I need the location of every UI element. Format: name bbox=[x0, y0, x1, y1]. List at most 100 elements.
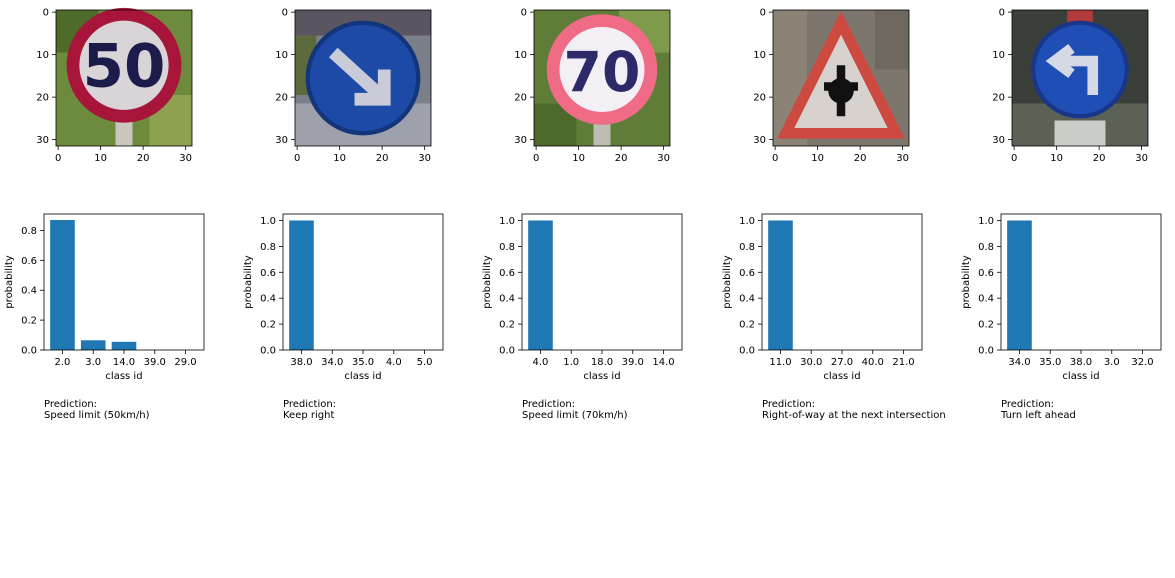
x-tick-label: 4.0 bbox=[533, 357, 549, 368]
y-tick-label: 10 bbox=[992, 50, 1005, 61]
bar bbox=[1007, 220, 1032, 350]
y-tick-label: 20 bbox=[753, 93, 766, 104]
y-tick-label: 0 bbox=[43, 8, 49, 19]
x-tick-label: 10 bbox=[811, 153, 824, 164]
x-tick-label: 14.0 bbox=[113, 357, 135, 368]
y-axis-label: probability bbox=[243, 255, 254, 308]
bar bbox=[111, 341, 137, 350]
turn-left-ahead-sign bbox=[1012, 10, 1148, 146]
x-tick-label: 40.0 bbox=[862, 357, 884, 368]
y-tick-label: 1.0 bbox=[739, 216, 755, 227]
bar bbox=[528, 220, 553, 350]
x-tick-label: 35.0 bbox=[352, 357, 374, 368]
y-tick-label: 0.6 bbox=[21, 256, 37, 267]
y-axis-label: probability bbox=[961, 255, 972, 308]
x-tick-label: 0 bbox=[1011, 153, 1017, 164]
x-tick-label: 27.0 bbox=[831, 357, 853, 368]
x-tick-label: 30.0 bbox=[800, 357, 822, 368]
y-tick-label: 1.0 bbox=[499, 216, 515, 227]
y-axis-label: probability bbox=[482, 255, 493, 308]
x-tick-label: 18.0 bbox=[591, 357, 613, 368]
y-tick-label: 0.4 bbox=[739, 294, 755, 305]
y-tick-label: 10 bbox=[753, 50, 766, 61]
x-tick-label: 14.0 bbox=[652, 357, 674, 368]
x-axis-label: class id bbox=[823, 371, 860, 382]
y-tick-label: 20 bbox=[992, 93, 1005, 104]
x-tick-label: 34.0 bbox=[1008, 357, 1030, 368]
image-frame bbox=[55, 9, 193, 147]
x-axis-label: class id bbox=[1062, 371, 1099, 382]
sign-glyph: 70 bbox=[564, 41, 641, 105]
y-tick-label: 1.0 bbox=[978, 216, 994, 227]
y-tick-label: 0.2 bbox=[739, 320, 755, 331]
sign-disc bbox=[66, 7, 182, 123]
prediction-text: Speed limit (70km/h) bbox=[522, 410, 628, 421]
x-tick-label: 0 bbox=[294, 153, 300, 164]
x-tick-label: 30 bbox=[657, 153, 670, 164]
sign-disc bbox=[1031, 20, 1129, 119]
y-tick-label: 30 bbox=[36, 135, 49, 146]
x-tick-label: 30 bbox=[179, 153, 192, 164]
x-tick-label: 38.0 bbox=[1070, 357, 1092, 368]
y-tick-label: 30 bbox=[753, 135, 766, 146]
bar bbox=[289, 220, 314, 350]
x-tick-label: 10 bbox=[1050, 153, 1063, 164]
y-tick-label: 0.2 bbox=[499, 320, 515, 331]
x-tick-label: 2.0 bbox=[55, 357, 71, 368]
speed-limit-50-sign: 50 bbox=[56, 7, 192, 146]
x-tick-label: 0 bbox=[55, 153, 61, 164]
sign-arrow bbox=[354, 69, 391, 106]
bar bbox=[50, 219, 75, 350]
sign-disc bbox=[828, 78, 854, 104]
x-tick-label: 11.0 bbox=[769, 357, 791, 368]
y-tick-label: 10 bbox=[514, 50, 527, 61]
image-patch bbox=[875, 10, 909, 70]
x-tick-label: 30 bbox=[896, 153, 909, 164]
y-tick-label: 0.4 bbox=[21, 286, 37, 297]
x-tick-label: 5.0 bbox=[417, 357, 433, 368]
y-tick-label: 0.2 bbox=[978, 320, 994, 331]
image-patch bbox=[1067, 10, 1093, 23]
keep-right-sign bbox=[295, 10, 431, 146]
y-tick-label: 0.0 bbox=[739, 346, 755, 357]
y-tick-label: 20 bbox=[36, 93, 49, 104]
y-tick-label: 0.4 bbox=[978, 294, 994, 305]
y-axis-label: probability bbox=[722, 255, 733, 308]
x-tick-label: 35.0 bbox=[1039, 357, 1061, 368]
image-panel-5: 0 0 10 10 20 20 30 30 bbox=[992, 8, 1149, 164]
y-tick-label: 0.8 bbox=[739, 242, 755, 253]
bar-chart-1: 2.0 3.0 14.0 39.0 29.0 0.0 0.2 0.4 0.6 0.8 class i… bbox=[4, 213, 205, 382]
x-tick-label: 10 bbox=[333, 153, 346, 164]
y-tick-label: 20 bbox=[275, 93, 288, 104]
x-tick-label: 20 bbox=[615, 153, 628, 164]
sign-glyph: 50 bbox=[83, 33, 166, 102]
x-tick-label: 32.0 bbox=[1131, 357, 1153, 368]
y-tick-label: 0.6 bbox=[978, 268, 994, 279]
y-tick-label: 0.4 bbox=[260, 294, 276, 305]
image-frame bbox=[772, 9, 910, 147]
y-tick-label: 0.8 bbox=[499, 242, 515, 253]
bar-chart-5: 34.0 35.0 38.0 3.0 32.0 0.0 0.2 0.4 0.6 0.8 1.0 cla… bbox=[961, 213, 1162, 382]
image-patch bbox=[1054, 120, 1106, 146]
x-tick-label: 20 bbox=[1093, 153, 1106, 164]
right-of-way-triangle-sign bbox=[773, 10, 909, 146]
x-tick-label: 21.0 bbox=[892, 357, 914, 368]
prediction-text: Keep right bbox=[283, 410, 334, 421]
y-tick-label: 30 bbox=[275, 135, 288, 146]
x-tick-label: 3.0 bbox=[85, 357, 101, 368]
y-tick-label: 10 bbox=[275, 50, 288, 61]
x-axis-label: class id bbox=[105, 371, 142, 382]
y-tick-label: 0.4 bbox=[499, 294, 515, 305]
sign-arrow bbox=[328, 47, 385, 100]
y-tick-label: 0.8 bbox=[978, 242, 994, 253]
bar-chart-4: 11.0 30.0 27.0 40.0 21.0 0.0 0.2 0.4 0.6 0.8 1.0 cl… bbox=[722, 213, 923, 382]
x-tick-label: 0 bbox=[772, 153, 778, 164]
x-tick-label: 20 bbox=[376, 153, 389, 164]
x-tick-label: 30 bbox=[418, 153, 431, 164]
image-frame bbox=[294, 9, 432, 147]
y-tick-label: 0.6 bbox=[260, 268, 276, 279]
bar bbox=[768, 220, 793, 350]
prediction-heading: Prediction: bbox=[1001, 399, 1054, 410]
x-tick-label: 20 bbox=[137, 153, 150, 164]
